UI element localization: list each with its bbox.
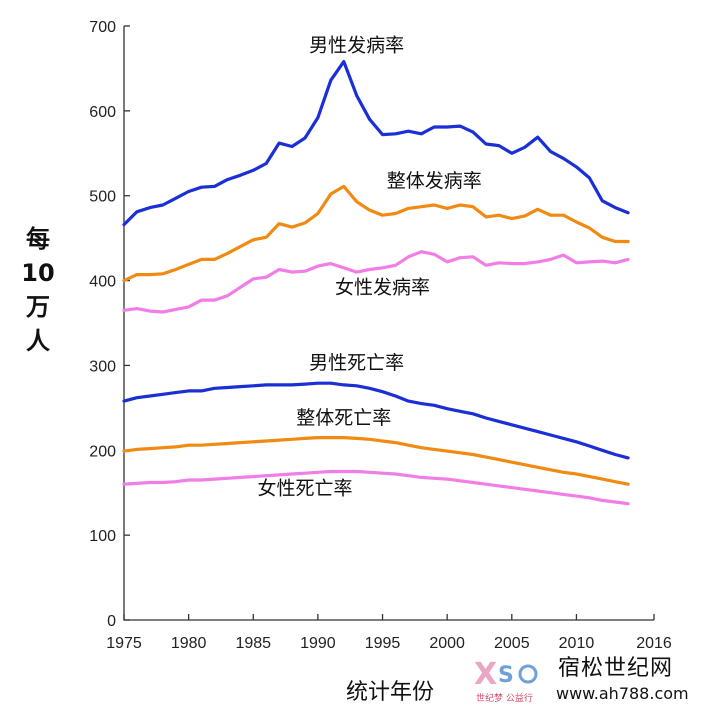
watermark-logo-text: 世纪梦 公益行 xyxy=(476,692,533,704)
y-axis-label: 每 10 万 人 xyxy=(10,222,66,358)
watermark-x-glyph: X xyxy=(474,657,497,692)
y-tick-label: 0 xyxy=(107,613,116,630)
series-line xyxy=(122,469,630,506)
y-axis-label-line: 万 xyxy=(26,293,50,321)
y-tick-label: 300 xyxy=(89,358,116,375)
chart-axes: 0 100 200 300 400 500 600 700 1975 1980 1985 1990 19… xyxy=(89,19,672,652)
x-tick-label: 2010 xyxy=(559,635,595,652)
watermark-brand: 宿松世纪网 xyxy=(558,656,674,681)
chart-series-lines xyxy=(122,59,630,506)
watermark-url: www.ah788.com xyxy=(556,684,689,703)
y-tick-label: 400 xyxy=(89,274,116,291)
x-tick-label: 1995 xyxy=(365,635,401,652)
x-tick-label: 2000 xyxy=(429,635,465,652)
series-label: 男性发病率 xyxy=(309,34,404,56)
x-tick-label: 2016 xyxy=(636,635,672,652)
y-tick-label: 100 xyxy=(89,528,116,545)
watermark-circle-mark xyxy=(518,664,538,684)
series-label: 女性发病率 xyxy=(335,276,430,298)
y-axis-label-line: 每 xyxy=(26,225,50,253)
y-tick-label: 200 xyxy=(89,443,116,460)
series-line xyxy=(122,59,630,227)
series-line xyxy=(122,436,630,486)
watermark-s-glyph: S xyxy=(498,663,514,688)
series-line xyxy=(122,250,630,314)
y-tick-label: 700 xyxy=(89,19,116,36)
y-tick-label: 500 xyxy=(89,189,116,206)
y-axis-label-line: 10 xyxy=(21,259,55,287)
y-axis-label-line: 人 xyxy=(26,327,50,355)
y-tick-label: 600 xyxy=(89,104,116,121)
series-label: 整体死亡率 xyxy=(296,407,391,429)
series-label: 整体发病率 xyxy=(387,170,482,192)
x-tick-label: 1980 xyxy=(171,635,207,652)
x-tick-label: 1990 xyxy=(300,635,336,652)
axis-lines xyxy=(123,26,654,621)
series-line xyxy=(122,381,630,460)
series-label: 男性死亡率 xyxy=(309,352,404,374)
x-axis-label: 统计年份 xyxy=(345,680,434,705)
series-line xyxy=(122,184,630,283)
series-label: 女性死亡率 xyxy=(257,477,352,499)
x-tick-label: 1975 xyxy=(106,635,142,652)
x-tick-label: 2005 xyxy=(494,635,530,652)
x-tick-label: 1985 xyxy=(235,635,271,652)
watermark-logo: X S 世纪梦 公益行 xyxy=(474,657,538,704)
